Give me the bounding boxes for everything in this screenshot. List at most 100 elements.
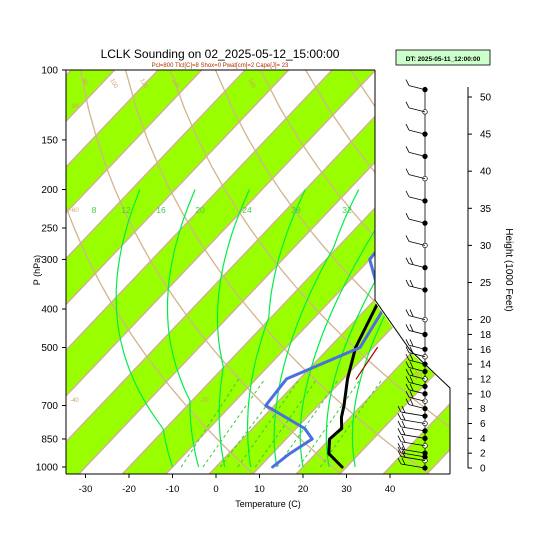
wind-barb-shaft: [400, 452, 426, 458]
wind-barb-feather: [409, 257, 414, 265]
x-tick-label: -10: [166, 484, 180, 495]
p-tick-label: 200: [41, 185, 58, 196]
wind-barb-feather: [409, 279, 414, 287]
wind-barb-feather: [405, 279, 410, 287]
wind-barb-feather: [405, 212, 410, 220]
wind-barb-feather: [401, 457, 406, 465]
wind-barb-feather: [397, 405, 402, 413]
wind-barb-shaft: [408, 330, 426, 335]
isotherm-line: [66, 70, 333, 352]
isotherm-line: [66, 70, 159, 169]
wind-barb-shaft: [408, 263, 426, 269]
dry-adiabat-line: [79, 70, 343, 474]
chart-title: LCLK Sounding on 02_2025-05-12_15:00:00: [101, 47, 340, 61]
wind-barb-feather: [409, 398, 414, 406]
isotherm-line: [66, 70, 420, 443]
height-tick-label: 25: [480, 278, 492, 289]
y-axis-label: P (hPa): [32, 255, 42, 285]
wind-barb-feather: [405, 101, 410, 109]
mixing-ratio-label: 12: [121, 205, 131, 215]
dry-adiabat-label: 100: [108, 78, 119, 90]
height-tick-label: 16: [480, 345, 492, 356]
wind-barb-shaft: [400, 419, 426, 424]
wind-barb-feather: [401, 428, 406, 436]
moist-adiabat-line: [115, 189, 174, 468]
wind-barb-shaft: [408, 107, 426, 113]
chart-subtitle: Pcl=800 Tlcl[C]=8 Shox=0 Pwat[cm]=2 Cape…: [152, 63, 289, 69]
height-tick-label: 2: [480, 449, 486, 460]
isotherm-line: [66, 70, 290, 306]
wind-barb-feather: [401, 450, 406, 458]
wind-barb-shaft: [408, 344, 426, 350]
isotherm-small-label: -20: [200, 398, 209, 404]
wind-barb-feather: [401, 442, 406, 450]
height-tick-label: 14: [480, 360, 492, 371]
wind-barb-shaft: [400, 411, 426, 417]
dt-label: DT: 2025-05-11_12:00:00: [406, 56, 481, 63]
wind-barb-feather: [409, 353, 414, 361]
x-tick-label: 40: [385, 484, 396, 495]
wind-barb-feather: [409, 309, 414, 317]
wind-barb-feather: [405, 235, 410, 242]
wind-barb-shaft: [400, 426, 426, 432]
wind-barb-feather: [397, 457, 402, 465]
height-tick-label: 0: [480, 464, 486, 475]
wind-barb-feather: [405, 339, 410, 346]
wind-barb-feather: [409, 346, 414, 354]
wind-mask-right: [375, 70, 460, 474]
isotherm-small-label: -80: [70, 104, 79, 110]
p-tick-label: 700: [41, 401, 58, 412]
wind-barb-shaft: [408, 196, 426, 202]
p-tick-label: 400: [41, 305, 58, 316]
wind-barb-feather: [409, 368, 414, 376]
height-tick-label: 45: [480, 130, 492, 141]
series-line-2: [355, 346, 378, 380]
wind-barb-feather: [409, 339, 414, 347]
wind-barb-feather: [401, 413, 406, 421]
x-axis-label: Temperature (C): [235, 499, 301, 509]
height-tick-label: 8: [480, 404, 486, 415]
x-tick-label: 10: [254, 484, 265, 495]
height-tick-label: 18: [480, 330, 492, 341]
wind-barb-feather: [405, 324, 410, 331]
wind-barb-feather: [409, 324, 414, 332]
wind-barb-shaft: [408, 359, 426, 365]
x-tick-label: -20: [122, 484, 136, 495]
height-tick-label: 50: [480, 93, 492, 104]
wind-barb-feather: [405, 383, 410, 390]
isotherm-band: [66, 70, 450, 474]
wind-barb-shaft: [408, 129, 426, 135]
mixing-ratio-label: 8: [92, 205, 97, 215]
p-tick-label: 850: [41, 434, 58, 445]
height-tick-label: 35: [480, 204, 492, 215]
wind-barb-feather: [409, 391, 414, 398]
dry-adiabat-line: [260, 70, 450, 311]
mixing-ratio-label: 16: [156, 205, 166, 215]
wind-barb-shaft: [400, 433, 426, 439]
wind-barb-feather: [397, 450, 402, 457]
wind-barb-shaft: [400, 463, 426, 469]
isotherm-line: [66, 70, 377, 398]
dry-adiabat-label: 80: [80, 78, 89, 87]
wind-barb-feather: [409, 361, 414, 369]
moist-adiabat-line: [273, 189, 360, 468]
wind-barb-shaft: [408, 151, 426, 157]
moist-adiabat-line: [299, 189, 402, 468]
p-tick-label: 100: [41, 66, 58, 77]
wind-barb-feather: [397, 428, 402, 435]
wind-barb-shaft: [408, 285, 426, 291]
wind-barb-shaft: [400, 441, 426, 447]
series-line-1: [264, 147, 450, 469]
isotherm-line: [66, 70, 203, 214]
wind-barb-feather: [405, 353, 410, 361]
wind-barb-shaft: [408, 389, 426, 395]
wind-barbs: [397, 79, 428, 471]
wind-barb-shaft: [400, 448, 426, 454]
height-tick-label: 40: [480, 167, 492, 178]
wind-barb-feather: [397, 442, 402, 450]
wind-barb-feather: [405, 257, 410, 264]
wind-barb-feather: [397, 413, 402, 420]
wind-barb-feather: [405, 391, 410, 398]
mixing-ratio-label: 24: [242, 205, 252, 215]
